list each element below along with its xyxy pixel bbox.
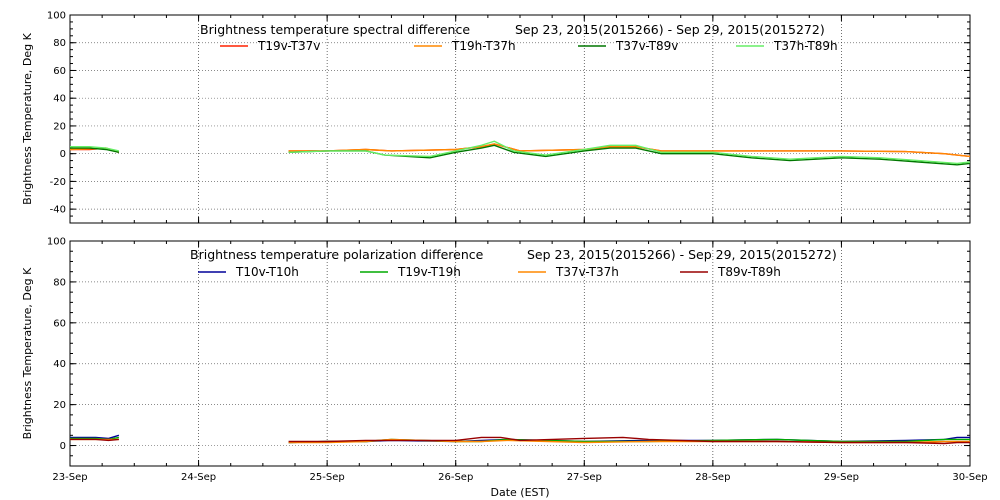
x-tick-label: 29-Sep bbox=[824, 472, 859, 483]
x-tick-label: 28-Sep bbox=[695, 472, 730, 483]
y-tick-label: 100 bbox=[47, 237, 66, 248]
chart-date-range: Sep 23, 2015(2015266) - Sep 29, 2015(201… bbox=[515, 22, 825, 37]
legend-label: T37v-T89v bbox=[615, 39, 678, 53]
y-tick-label: 60 bbox=[53, 66, 66, 77]
y-tick-label: 80 bbox=[53, 38, 66, 49]
legend-label: T37h-T89h bbox=[773, 39, 838, 53]
y-tick-label: 100 bbox=[47, 11, 66, 22]
chart-title: Brightness temperature polarization diff… bbox=[190, 247, 484, 262]
y-tick-label: 0 bbox=[60, 149, 66, 160]
spectral-difference-panel: -40 -20 0 20 40 60 80 100 Brightness Temperature… bbox=[21, 11, 971, 224]
chart-date-range: Sep 23, 2015(2015266) - Sep 29, 2015(201… bbox=[527, 247, 837, 262]
chart-title: Brightness temperature spectral differen… bbox=[200, 22, 470, 37]
y-tick-label: 40 bbox=[53, 359, 66, 370]
y-tick-label: 20 bbox=[53, 121, 66, 132]
x-tick-label: 25-Sep bbox=[310, 472, 345, 483]
x-tick-label: 23-Sep bbox=[52, 472, 87, 483]
y-tick-label: 40 bbox=[53, 94, 66, 105]
legend-label: T19v-T37v bbox=[257, 39, 320, 53]
legend-label: T19v-T19h bbox=[397, 265, 461, 279]
y-axis-title: Brightness Temperature, Deg K bbox=[21, 267, 34, 439]
x-tick-label: 26-Sep bbox=[438, 472, 473, 483]
legend-label: T37v-T37h bbox=[555, 265, 619, 279]
y-tick-label: 20 bbox=[53, 400, 66, 411]
series-line-T37h-T89h bbox=[70, 140, 971, 165]
legend-label: T10v-T10h bbox=[235, 265, 299, 279]
y-tick-label: 80 bbox=[53, 277, 66, 288]
x-tick-label: 27-Sep bbox=[567, 472, 602, 483]
series-line-T37v-T89v bbox=[70, 144, 971, 166]
x-tick-label: 30-Sep bbox=[952, 472, 987, 483]
legend-label: T19h-T37h bbox=[451, 39, 516, 53]
y-tick-label: 0 bbox=[60, 441, 66, 452]
shared-x-axis: 23-Sep 24-Sep 25-Sep 26-Sep 27-Sep 28-Sep 29-S… bbox=[52, 472, 987, 499]
y-tick-label: -40 bbox=[50, 205, 66, 216]
y-tick-label: 60 bbox=[53, 318, 66, 329]
series-line-T19h-T37h bbox=[69, 143, 971, 158]
y-axis-title: Brightness Temperature, Deg K bbox=[21, 32, 34, 204]
plot-frame bbox=[69, 240, 971, 467]
x-axis-title: Date (EST) bbox=[490, 486, 549, 499]
legend-label: T89v-T89h bbox=[717, 265, 781, 279]
x-tick-label: 24-Sep bbox=[181, 472, 216, 483]
polarization-difference-panel: 0 20 40 60 80 100 Brightness Temperature, Deg … bbox=[21, 237, 971, 467]
y-tick-label: -20 bbox=[50, 177, 66, 188]
series-line-T89v-T89h bbox=[70, 436, 970, 445]
